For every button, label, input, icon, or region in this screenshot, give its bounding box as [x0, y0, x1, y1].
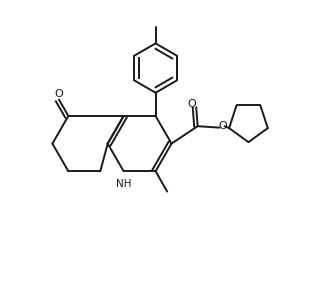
Text: O: O — [219, 121, 227, 131]
Text: NH: NH — [116, 178, 132, 188]
Text: O: O — [54, 89, 63, 99]
Text: O: O — [188, 99, 196, 109]
